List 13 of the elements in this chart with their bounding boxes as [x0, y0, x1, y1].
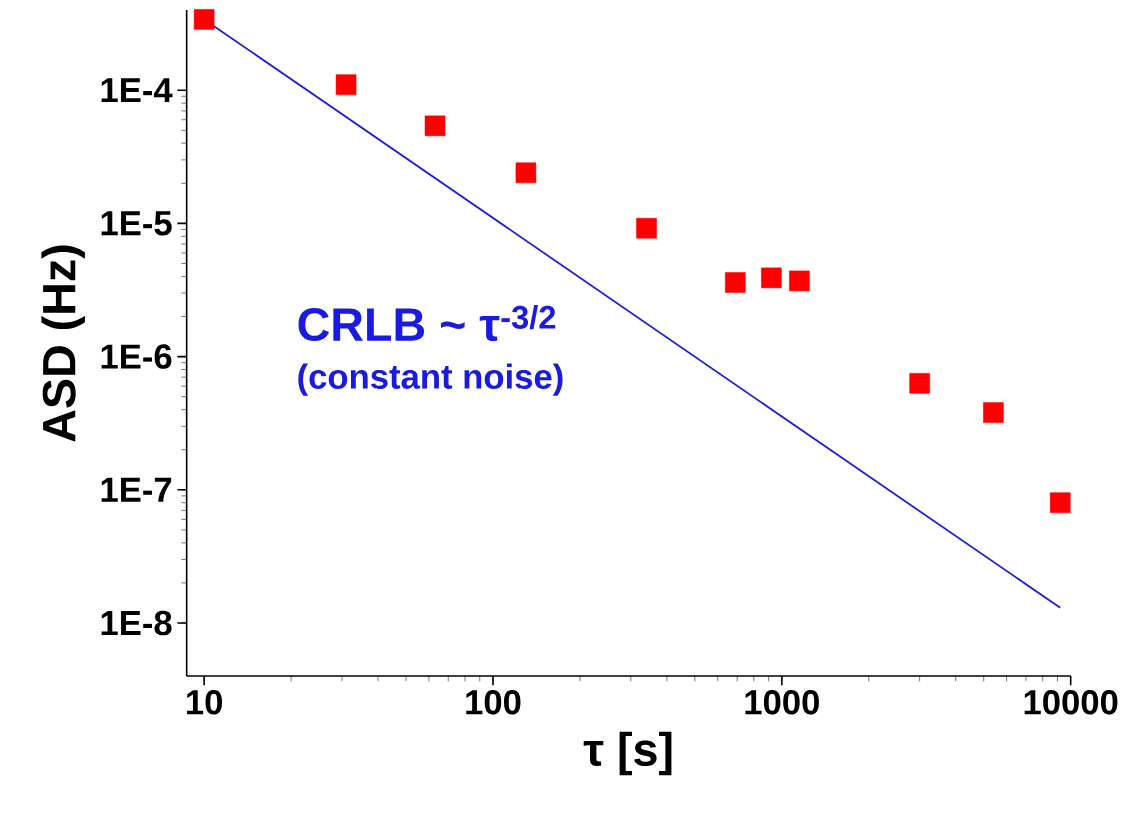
y-tick-label: 1E-7 [101, 477, 172, 502]
annotation: (constant noise) [298, 363, 563, 396]
annotation: CRLB ~ τ$^{-3/2}$ [298, 304, 556, 342]
y-tick-label: 1E-5 [101, 211, 172, 236]
x-axis-title: τ [s] [583, 731, 672, 776]
x-tick-label: 10000 [1024, 690, 1118, 715]
y-tick-label: 1E-4 [101, 78, 173, 103]
y-axis-title: ASD (Hz) [41, 245, 85, 442]
y-tick-label: 1E-6 [101, 344, 172, 369]
x-tick-label: 100 [466, 690, 521, 715]
x-tick-label: 1000 [745, 690, 819, 715]
x-tick-label: 10 [187, 690, 222, 715]
y-tick-label: 1E-8 [101, 610, 172, 636]
